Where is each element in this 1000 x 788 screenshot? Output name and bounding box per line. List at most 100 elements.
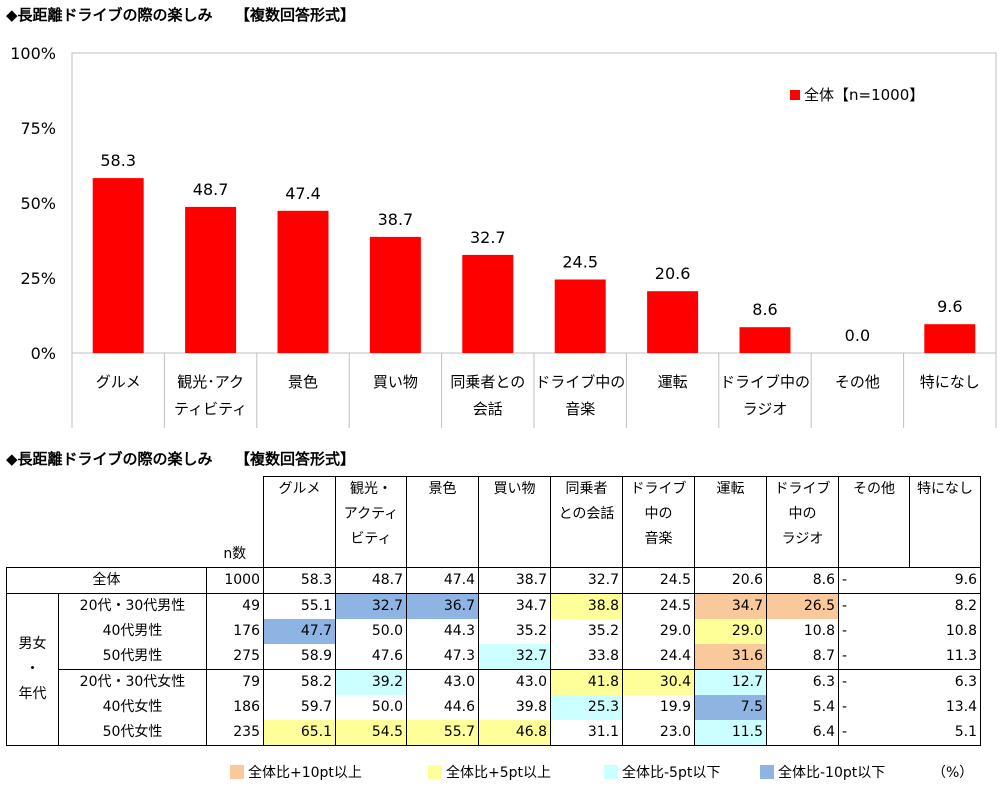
value-cell: 34.7: [694, 593, 767, 619]
column-header: 運転: [694, 476, 767, 568]
value-cell: -: [838, 695, 910, 720]
bar: [185, 206, 237, 353]
value-cell: 58.2: [263, 669, 336, 695]
column-header: ドライブ 中の ラジオ: [766, 476, 839, 568]
data-label: 32.7: [470, 228, 506, 247]
value-cell: 8.6: [766, 567, 839, 594]
category-label: 特になし: [920, 373, 980, 391]
value-cell: 24.5: [622, 567, 695, 594]
value-cell: 47.4: [406, 567, 479, 594]
legend-swatch: [790, 90, 800, 100]
chart-title: ◆長距離ドライブの際の楽しみ 【複数回答形式】: [6, 6, 356, 24]
value-cell: 6.4: [766, 720, 839, 746]
value-cell: 41.8: [550, 669, 623, 695]
y-tick-label: 0%: [31, 344, 56, 363]
bar: [647, 291, 699, 353]
value-cell: 5.4: [766, 695, 839, 720]
value-cell: -: [838, 720, 910, 746]
value-cell: 31.1: [550, 720, 623, 746]
category-label: 買い物: [373, 373, 418, 391]
value-cell: -: [838, 669, 910, 695]
category-label: ドライブ中の: [535, 373, 625, 391]
bar: [277, 210, 329, 353]
value-cell: 32.7: [478, 644, 551, 670]
value-cell: 11.5: [694, 720, 767, 746]
data-label: 8.6: [752, 300, 777, 319]
category-label: ラジオ: [743, 400, 788, 418]
value-cell: 35.2: [478, 619, 551, 644]
n-cell: 186: [206, 695, 264, 720]
category-label: 同乗者との: [450, 373, 525, 391]
legend-label: 全体比+10pt以上: [248, 765, 362, 781]
value-cell: 29.0: [694, 619, 767, 644]
n-cell: 235: [206, 720, 264, 746]
legend-label: 全体比-10pt以下: [778, 765, 886, 781]
legend-swatch: [604, 765, 618, 779]
value-cell: 25.3: [550, 695, 623, 720]
legend-label: 全体比-5pt以下: [622, 765, 721, 781]
highlight-legend: 全体比+10pt以上 全体比+5pt以上 全体比-5pt以下 全体比-10pt以下 （%…: [0, 762, 1000, 784]
category-label: 観光･アク: [177, 373, 244, 391]
value-cell: 13.4: [909, 695, 981, 720]
value-cell: 26.5: [766, 593, 839, 619]
value-cell: 55.7: [406, 720, 479, 746]
n-header: n数: [223, 546, 247, 562]
legend-label: 全体【n=1000】: [804, 86, 924, 104]
legend-item: 全体比+10pt以上: [230, 762, 362, 782]
legend-label: 全体比+5pt以上: [446, 765, 552, 781]
value-cell: 39.2: [335, 669, 407, 695]
value-cell: 9.6: [909, 567, 981, 594]
unit-label: （%）: [932, 765, 974, 781]
row-label: 50代男性: [58, 644, 207, 670]
category-label: 運転: [658, 373, 688, 391]
legend-item: 全体比-5pt以下: [604, 762, 720, 782]
value-cell: 35.2: [550, 619, 623, 644]
category-label: 音楽: [565, 400, 595, 418]
data-label: 9.6: [937, 297, 962, 316]
column-header: その他: [838, 476, 910, 568]
column-header: 景色: [406, 476, 479, 568]
value-cell: 47.6: [335, 644, 407, 670]
row-label: 全体: [6, 567, 207, 594]
row-label: 40代男性: [58, 619, 207, 644]
table-row: 50代女性 235 65.1 54.5 55.7 46.8 31.1 23.0 11.5 6.4-…: [7, 720, 981, 746]
column-header: ドライブ 中の 音楽: [622, 476, 695, 568]
table-row: 全体 1000 58.3 48.7 47.4 38.7 32.7 24.5 20.6 8.6-9.…: [6, 567, 981, 594]
column-header: 買い物: [478, 476, 551, 568]
category-label: グルメ: [96, 373, 141, 391]
y-tick-label: 100%: [10, 44, 56, 63]
bar: [924, 324, 976, 353]
y-tick-label: 75%: [20, 119, 56, 138]
value-cell: 44.3: [406, 619, 479, 644]
bar: [554, 279, 606, 353]
value-cell: 19.9: [622, 695, 695, 720]
value-cell: 6.3: [766, 669, 839, 695]
value-cell: 50.0: [335, 619, 407, 644]
row-label: 50代女性: [58, 720, 207, 746]
value-cell: 47.3: [406, 644, 479, 670]
column-header: グルメ: [263, 476, 336, 568]
n-cell: 176: [206, 619, 264, 644]
value-cell: 10.8: [909, 619, 981, 644]
legend-swatch: [428, 765, 442, 779]
category-label: ドライブ中の: [720, 373, 810, 391]
value-cell: 48.7: [335, 567, 407, 594]
n-cell: 49: [206, 593, 264, 619]
value-cell: 43.0: [478, 669, 551, 695]
value-cell: 32.7: [335, 593, 407, 619]
value-cell: -: [838, 567, 910, 594]
table-row: 男女・年代 20代・30代男性 49 55.1 32.7 36.7 34.7 38.8 24.5…: [6, 593, 981, 746]
value-cell: 59.7: [263, 695, 336, 720]
n-cell: 1000: [206, 567, 264, 594]
legend-item: 全体比+5pt以上: [428, 762, 551, 782]
bar: [92, 178, 144, 353]
value-cell: -: [838, 644, 910, 670]
value-cell: 38.7: [478, 567, 551, 594]
table-row: 40代男性 176 47.7 50.0 44.3 35.2 35.2 29.0 29.0 10.8…: [7, 619, 981, 644]
data-label: 0.0: [845, 326, 870, 345]
value-cell: 6.3: [909, 669, 981, 695]
n-cell: 79: [206, 669, 264, 695]
column-header: 観光・ アクティ ビティ: [335, 476, 407, 568]
value-cell: 33.8: [550, 644, 623, 670]
